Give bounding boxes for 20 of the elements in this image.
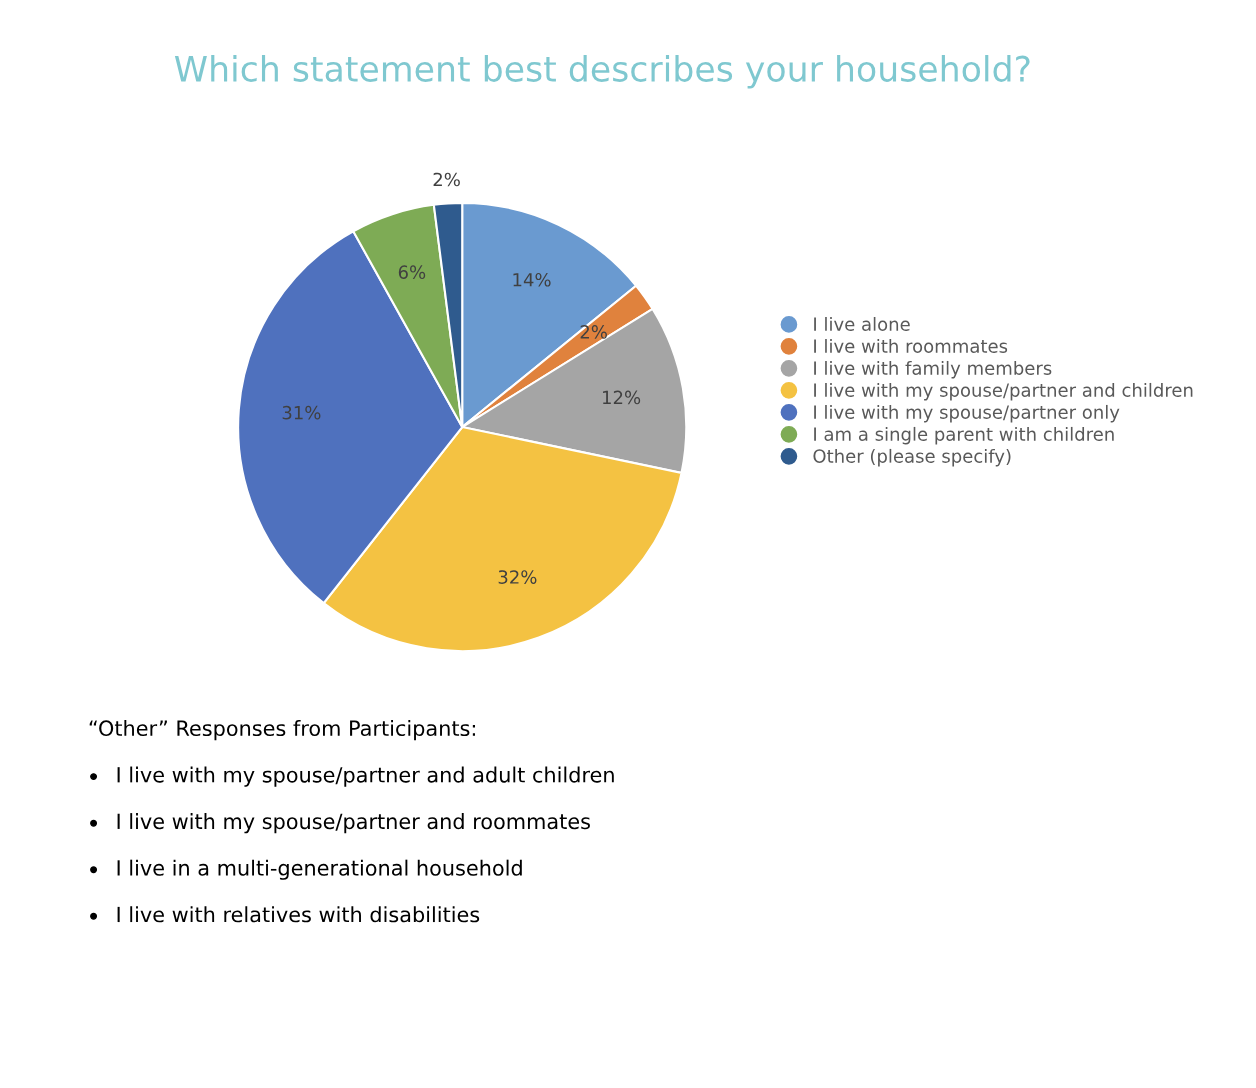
legend-label: Other (please specify) [813,448,1011,467]
text: I live with my spouse/partner and roommates [117,813,590,834]
chart-title: Which statement best describes your household? [174,55,1030,89]
legend-label: I am a single parent with children [814,426,1114,445]
text: I live with relatives with disabilities [117,906,480,923]
data-label: 14% [513,272,551,287]
data-label: 32% [498,570,537,584]
text: I live with my spouse/partner and adult children [117,766,614,787]
text: “Other” Responses from Participants: [89,719,475,741]
legend-label: I live with my spouse/partner and children [814,382,1193,401]
data-label: 2% [433,172,460,187]
legend-label: I live with roommates [814,338,1008,353]
legend-label: I live with family members [814,360,1052,379]
legend-label: I live with my spouse/partner only [814,404,1120,423]
text: I live in a multi-generational household [117,859,522,880]
data-label: 31% [282,405,321,420]
data-label: 12% [603,390,641,405]
data-label: 2% [580,325,607,339]
legend-label: I live alone [814,316,910,331]
data-label: 6% [398,265,426,279]
